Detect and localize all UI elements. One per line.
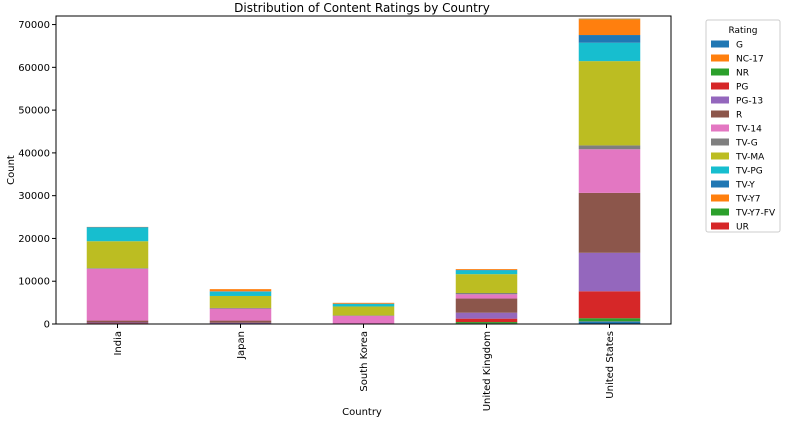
bar-segment-tv-y-united-states [578,35,641,43]
y-axis-label: Count [6,155,17,185]
y-tick-label: 0 [44,320,50,331]
bar-segment-tv-y7-united-states [578,19,641,36]
legend-label: TV-Y7-FV [735,209,776,219]
bar-segment-tv-ma-japan [209,295,272,308]
bar-segment-tv-y7-united-kingdom [455,269,518,270]
legend-swatch [711,138,729,146]
legend-swatch [711,54,729,62]
bar-segment-tv-pg-south-korea [332,303,395,307]
bar-segment-tv-y7-japan [209,289,272,292]
bar-segment-g-united-states [578,321,641,324]
x-tick-label: India [113,331,124,356]
legend-swatch [711,40,729,48]
y-tick-label: 60000 [18,63,50,74]
bar-segment-tv-pg-india [86,227,149,242]
bar-segment-tv-g-india [86,268,149,269]
bar-segment-tv-14-united-states [578,149,641,193]
bar-segment-pg-13-united-kingdom [455,312,518,319]
bar-segment-tv-ma-india [86,241,149,269]
bar-segment-r-united-states [578,192,641,253]
bar-segment-tv-ma-south-korea [332,306,395,316]
legend-label: TV-PG [735,167,763,177]
legend-label: UR [736,223,749,233]
legend-swatch [711,82,729,90]
bar-segment-tv-ma-united-kingdom [455,274,518,293]
legend-swatch [711,208,729,216]
bar-segment-pg-united-kingdom [455,318,518,323]
y-tick-label: 40000 [18,148,50,159]
x-tick-label: South Korea [359,331,370,392]
legend-label: TV-Y [735,181,755,191]
bar-segment-pg-13-united-states [578,252,641,292]
y-tick-label: 50000 [18,106,50,117]
y-tick-label: 30000 [18,191,50,202]
bar-segment-nr-united-states [578,318,641,322]
legend-label: PG-13 [736,97,763,107]
bar-segment-r-united-kingdom [455,298,518,313]
bar-segment-tv-g-united-kingdom [455,292,518,295]
legend-label: TV-Y7 [735,195,761,205]
x-tick-label: United States [605,331,616,399]
legend: Rating G NC-17 NR PG PG-13 R TV-14 TV-G TV-MA TV-… [705,19,781,233]
legend-label: TV-MA [735,153,765,163]
bar-segment-tv-y7-south-korea [332,302,395,304]
chart-title: Distribution of Content Ratings by Count… [234,1,490,15]
legend-label: TV-G [735,139,758,149]
legend-swatch [711,180,729,188]
legend-swatch [711,222,729,230]
legend-label: G [736,41,743,51]
bar-segment-nr-united-kingdom [455,322,518,324]
y-axis: 0 10000 20000 30000 40000 50000 60000 70000 [18,20,56,331]
legend-swatch [711,110,729,118]
y-tick-label: 10000 [18,277,50,288]
bar-segment-r-japan [209,320,272,323]
bar-segment-pg-united-states [578,291,641,319]
bar-segment-tv-14-united-kingdom [455,294,518,299]
legend-swatch [711,124,729,132]
x-axis-label: Country [342,407,382,418]
legend-label: NR [736,69,749,79]
legend-swatch [711,194,729,202]
y-tick-label: 70000 [18,20,50,31]
x-tick-label: United Kingdom [482,331,493,411]
bar-segment-tv-ma-united-states [578,61,641,146]
bar-segment-r-india [86,320,149,323]
bar-segment-pg-13-india [86,322,149,324]
legend-label: R [736,111,742,121]
bar-segment-tv-pg-japan [209,291,272,296]
legend-label: NC-17 [736,55,764,65]
bar-segment-pg-13-japan [209,322,272,324]
bars-group [86,18,641,324]
bar-segment-tv-14-japan [209,308,272,321]
y-tick-label: 20000 [18,234,50,245]
bar-segment-tv-pg-united-states [578,42,641,62]
x-axis: India Japan South Korea United Kingdom Unite… [113,324,616,411]
legend-swatch [711,68,729,76]
x-tick-label: Japan [236,331,247,360]
legend-swatch [711,152,729,160]
legend-label: PG [736,83,748,93]
bar-segment-tv-14-india [86,268,149,321]
bar-segment-tv-g-united-states [578,145,641,150]
bar-segment-tv-14-south-korea [332,315,395,324]
legend-items: G NC-17 NR PG PG-13 R TV-14 TV-G TV-MA TV-PG TV-Y T… [711,40,776,233]
legend-label: TV-14 [735,125,762,135]
legend-swatch [711,166,729,174]
bar-segment-tv-g-japan [209,307,272,309]
legend-title: Rating [728,26,757,36]
legend-swatch [711,96,729,104]
bar-segment-tv-pg-united-kingdom [455,270,518,275]
